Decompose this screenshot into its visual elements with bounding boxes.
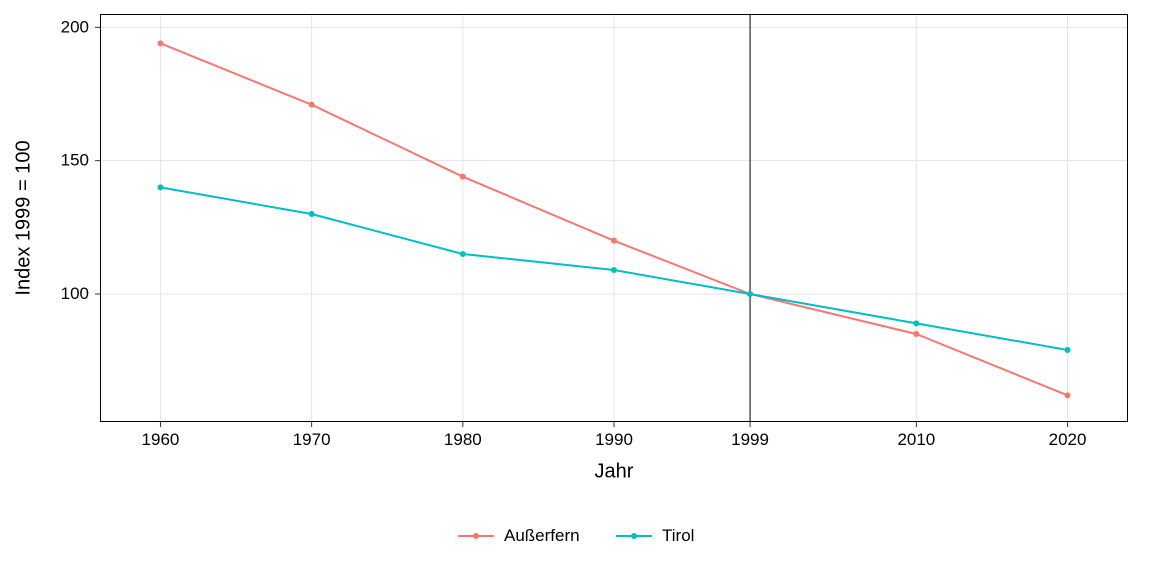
x-tick-label: 2010 [897, 430, 935, 449]
series-marker [913, 331, 919, 337]
x-tick-label: 1980 [444, 430, 482, 449]
series-marker [460, 174, 466, 180]
x-tick-label: 2020 [1049, 430, 1087, 449]
y-tick-label: 150 [61, 151, 89, 170]
series-marker [460, 251, 466, 257]
y-axis-title: Index 1999 = 100 [13, 140, 36, 295]
series-marker [309, 102, 315, 108]
y-tick-label: 200 [61, 17, 89, 36]
series-marker [309, 211, 315, 217]
series-marker [157, 40, 163, 46]
series-marker [611, 238, 617, 244]
line-chart: 1960 1970 1980 1990 1999 2010 2020 100 150 200 Auß… [0, 0, 1152, 576]
x-tick-label: 1970 [293, 430, 331, 449]
series-marker [611, 267, 617, 273]
legend-label: Tirol [662, 526, 694, 545]
series-marker [747, 291, 753, 297]
series-marker [913, 320, 919, 326]
x-axis-title: Jahr [595, 461, 634, 484]
legend-label: Außerfern [504, 526, 580, 545]
chart-svg: 1960 1970 1980 1990 1999 2010 2020 100 150 200 Auß… [0, 0, 1152, 576]
x-tick-label: 1960 [142, 430, 180, 449]
x-tick-label: 1999 [731, 430, 769, 449]
series-marker [157, 184, 163, 190]
y-tick-label: 100 [61, 284, 89, 303]
x-tick-label: 1990 [595, 430, 633, 449]
series-marker [1065, 347, 1071, 353]
legend-swatch-marker [473, 533, 479, 539]
legend-swatch-marker [631, 533, 637, 539]
series-marker [1065, 392, 1071, 398]
